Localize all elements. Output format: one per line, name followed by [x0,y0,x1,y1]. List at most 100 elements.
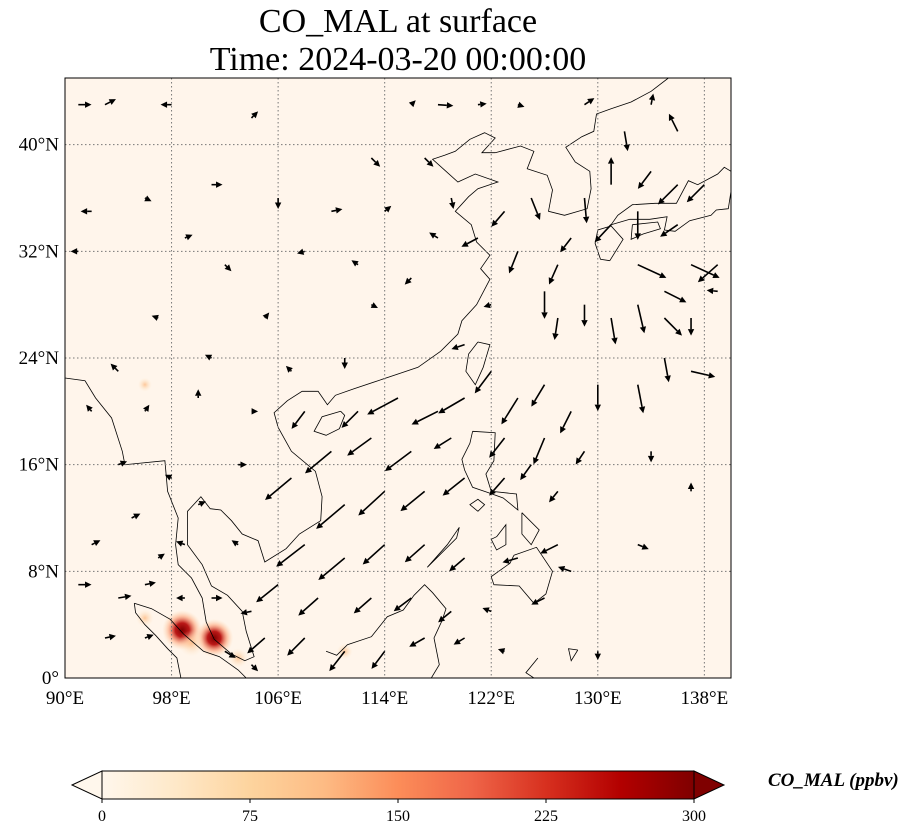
colorbar-tick-label: 300 [682,808,706,825]
wind-arrow [636,384,646,414]
colorbar-tick-label: 75 [242,808,258,825]
wind-arrow [502,557,519,564]
wind-arrow [540,543,559,554]
colorbar-gradient [101,770,695,800]
wind-arrow [157,553,165,560]
wind-arrow [549,490,559,503]
wind-arrow [409,637,426,647]
wind-arrow [144,580,156,587]
wind-arrow [636,304,647,334]
wind-arrow [118,593,132,601]
wind-arrow [224,650,236,658]
wind-arrow [164,474,173,481]
latitude-tick-label: 32°N [19,241,60,262]
wind-arrow [451,343,465,351]
wind-arrow [508,251,519,274]
co-concentration-field [136,377,353,668]
wind-arrow [520,464,532,481]
wind-arrow [211,181,223,188]
wind-arrow [477,101,487,108]
wind-arrow [176,540,186,547]
wind-arrow [256,584,279,603]
latitude-ticks: 0° 8°N 16°N 24°N 32°N 40°N [19,135,60,689]
wind-arrow [531,384,546,407]
wind-arrow [607,157,615,185]
coastline-segment [490,546,553,604]
wind-arrow [224,264,232,272]
wind-arrow [581,304,588,327]
coastline-segment [610,166,731,232]
wind-arrow [318,557,346,580]
coastline-segment [325,584,447,678]
wind-arrow [251,408,259,415]
coastline-segment [313,410,346,436]
wind-arrow [117,460,128,467]
wind-arrow [144,195,152,202]
co-hotspot [137,377,152,392]
longitude-tick-label: 130°E [574,688,622,709]
wind-arrow [195,389,202,398]
wind-arrow [285,365,293,373]
wind-arrow [104,633,116,641]
wind-arrow [541,291,548,319]
wind-arrow [341,358,348,369]
wind-arrow [686,184,705,203]
latitude-tick-label: 0° [42,668,59,689]
wind-arrow [449,557,466,572]
wind-arrow [110,363,119,372]
colorbar-tick-label: 150 [386,808,410,825]
longitude-tick-label: 90°E [46,688,84,709]
wind-arrow [657,184,679,205]
wind-arrow [660,224,679,237]
wind-arrow [424,157,434,167]
wind-arrow [247,637,266,654]
wind-vectors [70,93,720,672]
wind-arrow [531,597,545,605]
wind-arrow [362,544,386,565]
wind-arrow [552,317,559,340]
wind-arrow [291,410,306,429]
wind-arrow [664,290,687,303]
longitude-tick-label: 122°E [467,688,515,709]
coastline-segment [427,527,460,568]
coastline-segment [567,648,579,662]
wind-arrow [433,437,452,449]
wind-arrow [623,131,630,152]
map-subtitle-time: Time: 2024-03-20 00:00:00 [209,41,587,78]
wind-arrow [400,490,426,512]
wind-arrow [548,264,559,285]
wind-arrow [489,477,506,496]
wind-arrow [461,237,479,247]
map-frame [64,77,732,679]
wind-arrow [530,197,541,220]
colorbar: 0 75 150 225 300 [70,770,726,825]
wind-arrow [78,101,92,108]
coastline-segment [490,523,507,551]
longitude-tick-label: 98°E [152,688,190,709]
wind-arrow [211,594,223,602]
wind-arrow [584,98,595,106]
longitude-ticks: 90°E 98°E 106°E 114°E 122°E 130°E 138°E [46,688,728,709]
wind-arrow [367,397,399,415]
wind-arrow [341,410,359,428]
map-background [65,78,731,678]
wind-arrow [474,370,492,394]
coastline-segment [521,512,540,546]
wind-arrow [404,544,426,563]
wind-arrow [78,581,92,588]
wind-arrow [384,205,392,213]
wind-arrow [690,263,720,279]
wind-arrow [594,224,612,243]
wind-arrow [517,101,525,108]
wind-arrow [575,450,586,465]
longitude-tick-label: 114°E [361,688,408,709]
wind-arrow [690,370,716,379]
wind-arrow [151,314,159,321]
wind-arrow [351,260,359,267]
wind-arrow [483,302,492,309]
wind-arrow [668,113,679,132]
wind-arrow [262,312,270,320]
wind-arrow [316,504,346,529]
wind-arrow [143,404,150,412]
wind-arrow [305,450,332,474]
